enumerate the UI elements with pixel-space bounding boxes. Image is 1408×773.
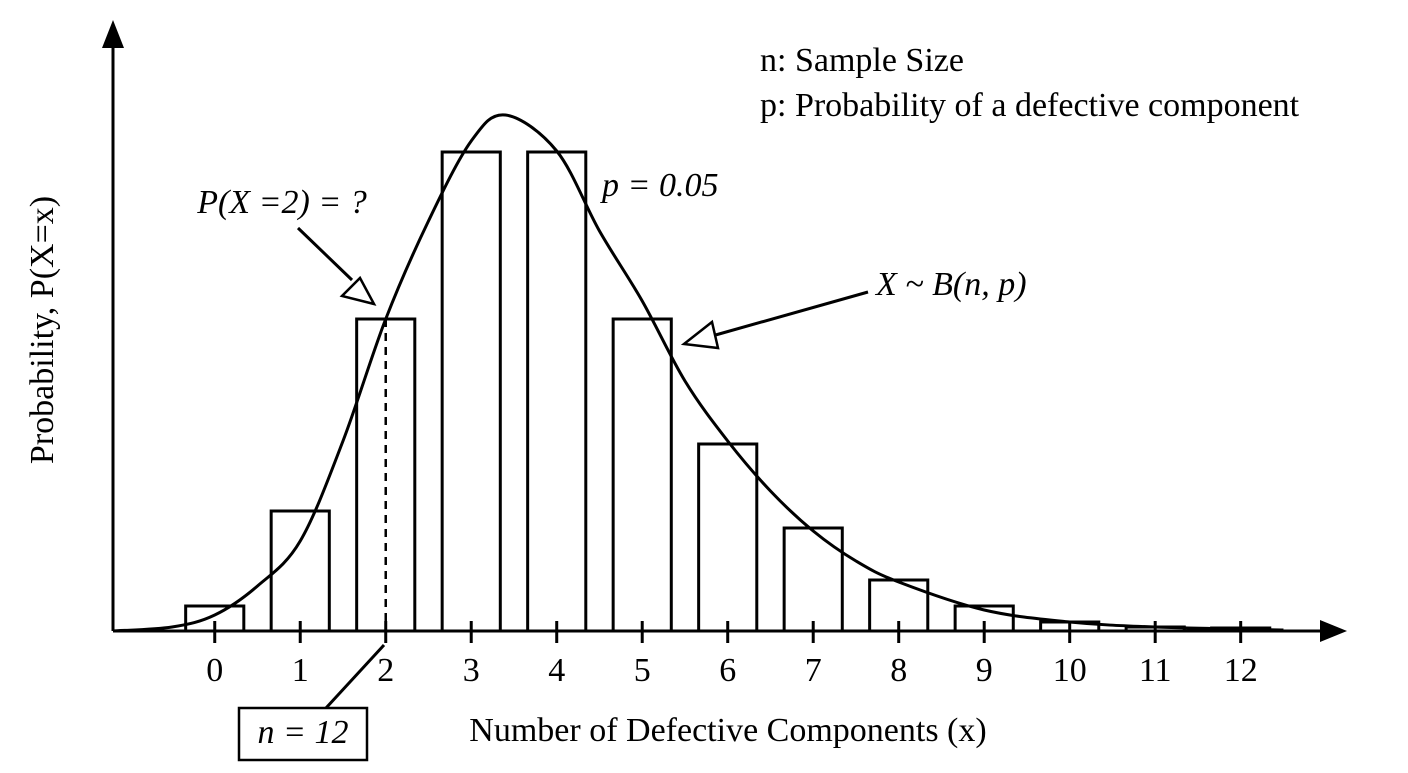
bar <box>697 442 759 633</box>
x-tick-label: 3 <box>463 652 480 689</box>
annotation: n = 12 <box>258 714 349 751</box>
bar <box>782 526 844 633</box>
x-tick-label: 0 <box>206 652 223 689</box>
n-box <box>237 706 369 762</box>
x-tick-label: 10 <box>1053 652 1087 689</box>
legend-text: p: Probability of a defective component <box>760 87 1300 124</box>
x-tick-label: 8 <box>890 652 907 689</box>
x-tick-label: 1 <box>292 652 309 689</box>
x-tick-label: 7 <box>805 652 822 689</box>
x-tick-label: 6 <box>719 652 736 689</box>
annotation: P(X =2) = ? <box>196 184 367 221</box>
arrow-line <box>711 290 869 338</box>
x-tick-label: 2 <box>377 652 394 689</box>
arrow-line <box>296 226 354 282</box>
x-tick-label: 12 <box>1224 652 1258 689</box>
arrow-head <box>680 319 720 350</box>
distribution-curve <box>112 113 1284 633</box>
x-tick-label: 11 <box>1139 652 1172 689</box>
annotation: p = 0.05 <box>600 167 718 204</box>
y-axis-label: Probability, P(X=x) <box>24 196 61 464</box>
y-axis-arrow <box>102 20 124 48</box>
bar <box>269 509 331 633</box>
bar <box>440 150 502 633</box>
annotation: X ~ B(n, p) <box>874 266 1027 303</box>
leader-line <box>324 643 386 710</box>
x-axis-arrow <box>1320 620 1347 642</box>
arrow-head <box>339 275 377 306</box>
x-tick-label: 9 <box>976 652 993 689</box>
legend-text: n: Sample Size <box>760 42 964 79</box>
bar <box>526 150 588 633</box>
x-tick-label: 4 <box>548 652 565 689</box>
x-axis-label: Number of Defective Components (x) <box>469 712 986 749</box>
bar <box>611 317 673 633</box>
x-tick-label: 5 <box>634 652 651 689</box>
